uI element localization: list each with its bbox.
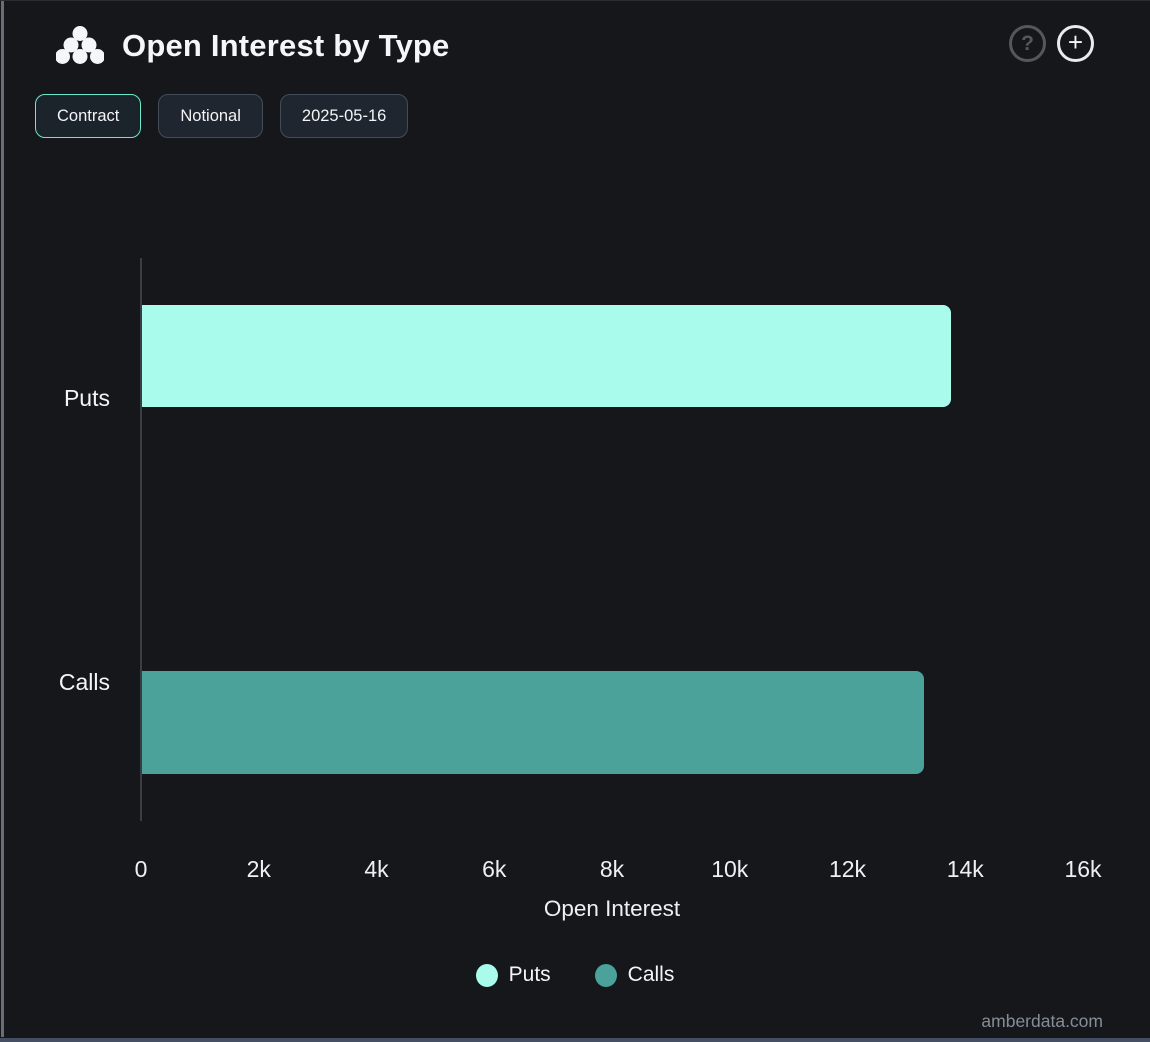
x-tick: 0: [134, 856, 148, 882]
legend-item-puts[interactable]: Puts: [475, 963, 551, 987]
add-icon[interactable]: +: [1057, 25, 1094, 62]
x-axis: 0 2k 4k 6k 8k 10k 12k 14k 16k: [0, 856, 1150, 886]
y-axis-line: [140, 258, 142, 821]
x-tick: 10k: [711, 856, 749, 882]
legend-item-calls[interactable]: Calls: [594, 963, 675, 987]
x-tick: 14k: [946, 856, 984, 882]
y-tick-calls: Calls: [58, 669, 110, 695]
y-tick-puts: Puts: [63, 385, 110, 411]
x-tick: 8k: [599, 856, 625, 882]
notional-toggle-button[interactable]: Notional: [158, 94, 263, 138]
cluster-logo-icon: [56, 26, 104, 64]
legend-dot-calls-icon: [594, 963, 617, 987]
contract-toggle-button[interactable]: Contract: [35, 94, 142, 138]
x-tick: 12k: [828, 856, 867, 882]
x-tick: 16k: [1064, 856, 1102, 882]
x-tick: 2k: [246, 856, 271, 882]
legend-label: Calls: [627, 963, 675, 986]
panel-left-border: [1, 1, 4, 1037]
x-tick: 6k: [482, 856, 507, 882]
x-tick: 4k: [364, 856, 389, 882]
watermark: amberdata.com: [981, 1011, 1103, 1031]
legend-label: Puts: [508, 963, 551, 986]
bottom-panel-edge: [0, 1038, 1150, 1042]
bar-puts[interactable]: [142, 305, 951, 407]
toolbar: Contract Notional 2025-05-16: [35, 94, 409, 138]
x-axis-title: Open Interest: [543, 896, 681, 921]
chart-legend: Puts Calls: [0, 963, 1150, 987]
bar-calls[interactable]: [142, 671, 924, 774]
date-picker-button[interactable]: 2025-05-16: [279, 94, 409, 138]
legend-dot-puts-icon: [475, 963, 498, 987]
page-title: Open Interest by Type: [122, 28, 450, 63]
help-icon[interactable]: ?: [1009, 25, 1046, 62]
